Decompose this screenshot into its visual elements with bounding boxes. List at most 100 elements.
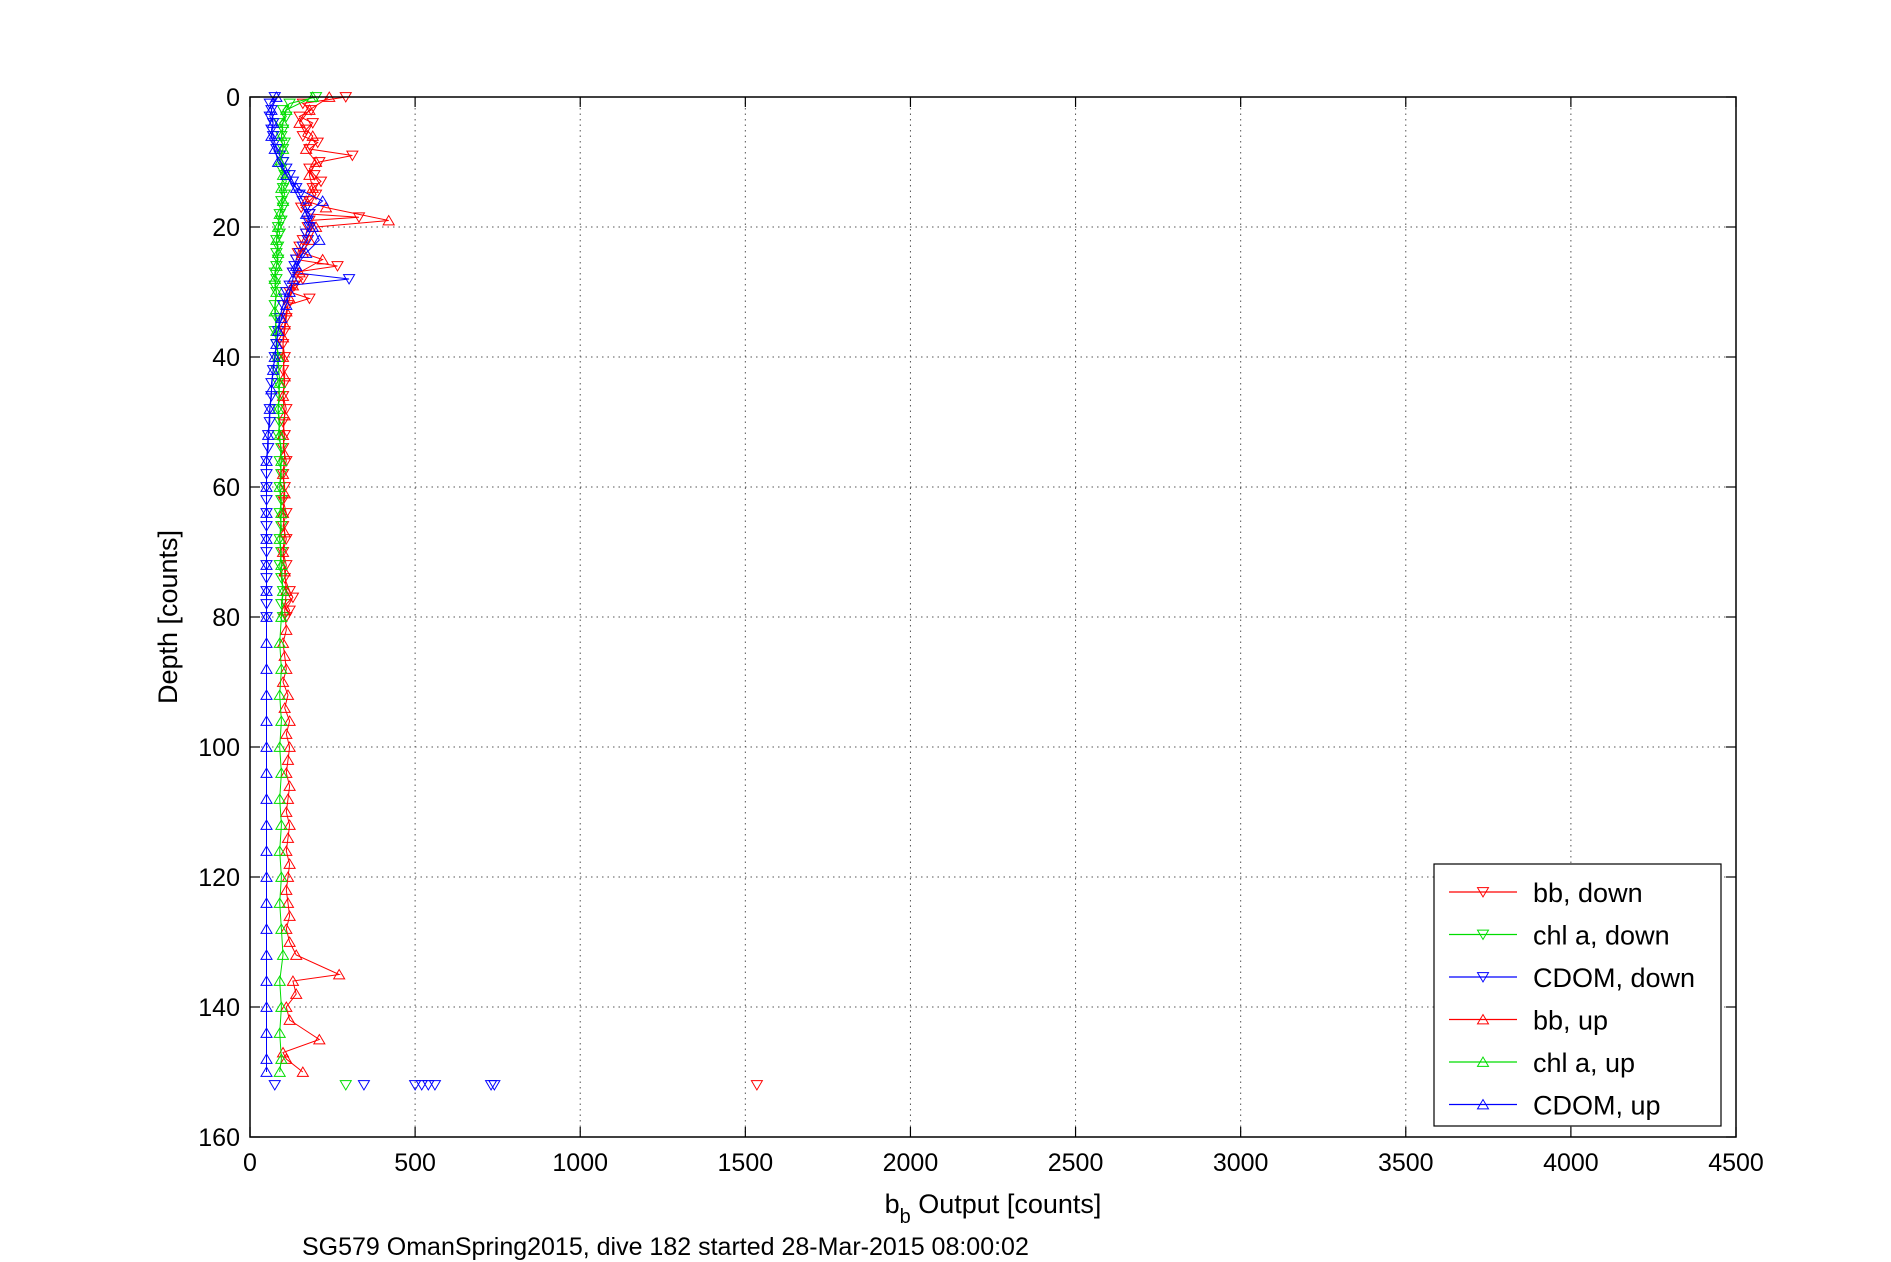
data-point-bb-down bbox=[311, 137, 325, 149]
data-point-cdom-up bbox=[265, 104, 278, 115]
data-point-bb-up bbox=[299, 195, 313, 206]
data-point-cdom-up bbox=[260, 481, 273, 492]
x-tick-label: 500 bbox=[394, 1149, 436, 1177]
data-point-cdom-up bbox=[270, 338, 283, 349]
data-point-bb-up bbox=[278, 702, 292, 713]
data-point-cdom-down bbox=[408, 1080, 422, 1091]
data-point-bb-up bbox=[283, 858, 297, 869]
data-point-cdom-up bbox=[306, 221, 320, 232]
data-point-chl-a-up bbox=[273, 689, 287, 700]
data-point-chl-a-down bbox=[279, 176, 293, 188]
data-point-bb-up bbox=[312, 1033, 326, 1045]
legend-item-cdom-up: CDOM, up bbox=[1449, 1091, 1661, 1121]
data-point-cdom-up bbox=[266, 364, 280, 375]
x-axis-label: bb Output [counts] bbox=[885, 1189, 1102, 1228]
data-point-bb-up bbox=[299, 143, 313, 154]
data-point-bb-down bbox=[279, 456, 293, 467]
data-point-bb-up bbox=[286, 279, 300, 291]
x-tick-label: 4500 bbox=[1708, 1149, 1764, 1177]
legend-marker bbox=[1476, 887, 1490, 898]
data-point-cdom-up bbox=[279, 299, 293, 310]
data-point-cdom-down bbox=[357, 1080, 371, 1091]
data-point-chl-a-up bbox=[273, 975, 287, 986]
data-point-bb-down bbox=[283, 586, 297, 597]
data-point-bb-up bbox=[289, 988, 303, 999]
data-point-bb-down bbox=[750, 1080, 764, 1091]
data-point-bb-up bbox=[283, 936, 297, 947]
data-point-bb-up bbox=[283, 819, 297, 830]
data-point-chl-a-up bbox=[273, 897, 287, 908]
legend-item-bb-up: bb, up bbox=[1449, 1006, 1608, 1036]
data-point-chl-a-up bbox=[273, 429, 287, 440]
data-point-bb-up bbox=[283, 1014, 297, 1025]
data-point-cdom-down bbox=[268, 137, 282, 149]
legend-item-cdom-down: CDOM, down bbox=[1449, 963, 1695, 993]
data-point-bb-up bbox=[293, 266, 306, 278]
data-point-cdom-down bbox=[286, 267, 300, 279]
data-point-chl-a-up bbox=[274, 715, 288, 726]
data-point-bb-up bbox=[283, 780, 297, 791]
data-point-chl-a-up bbox=[268, 305, 282, 317]
legend-marker bbox=[1476, 929, 1490, 941]
data-point-cdom-up bbox=[260, 533, 273, 544]
data-point-chl-a-down bbox=[276, 202, 290, 214]
data-point-bb-down bbox=[279, 560, 293, 571]
data-point-bb-down bbox=[293, 111, 306, 123]
data-point-bb-down bbox=[296, 98, 310, 110]
x-axis-label-rest: Output [counts] bbox=[911, 1189, 1102, 1219]
data-point-cdom-up bbox=[260, 507, 273, 518]
data-point-cdom-up bbox=[289, 260, 303, 271]
data-point-cdom-down bbox=[301, 215, 315, 227]
data-point-bb-up bbox=[283, 910, 297, 921]
data-point-cdom-down bbox=[261, 443, 275, 454]
legend-item-bb-down: bb, down bbox=[1449, 878, 1643, 908]
y-tick-label: 100 bbox=[198, 734, 240, 762]
data-point-cdom-up bbox=[260, 845, 273, 856]
data-point-cdom-down bbox=[421, 1080, 435, 1091]
data-point-bb-down bbox=[299, 124, 313, 136]
data-point-cdom-up bbox=[283, 286, 297, 297]
data-point-chl-a-down bbox=[270, 248, 283, 259]
legend-label: chl a, down bbox=[1533, 921, 1670, 951]
data-point-cdom-down bbox=[263, 98, 277, 110]
data-point-chl-a-down bbox=[274, 469, 288, 480]
data-point-chl-a-down bbox=[274, 196, 288, 207]
y-tick-label: 20 bbox=[212, 214, 240, 242]
data-point-bb-down bbox=[314, 176, 328, 188]
data-point-chl-a-down bbox=[339, 1080, 353, 1091]
data-point-chl-a-up bbox=[273, 1027, 287, 1038]
data-point-bb-up bbox=[281, 871, 295, 882]
data-point-chl-a-up bbox=[273, 1066, 287, 1077]
data-point-cdom-up bbox=[266, 117, 280, 128]
data-point-bb-down bbox=[276, 365, 290, 376]
data-point-chl-a-up bbox=[274, 455, 288, 466]
data-point-chl-a-up bbox=[274, 663, 288, 674]
data-point-bb-up bbox=[303, 234, 316, 245]
data-point-bb-up bbox=[283, 715, 297, 726]
data-point-cdom-up bbox=[274, 312, 288, 323]
data-point-cdom-down bbox=[279, 163, 293, 175]
data-point-chl-a-up bbox=[279, 104, 293, 115]
data-point-chl-a-down bbox=[270, 274, 283, 285]
data-point-chl-a-down bbox=[273, 417, 287, 428]
legend-marker bbox=[1476, 1013, 1490, 1025]
data-point-cdom-down bbox=[342, 274, 356, 285]
data-point-chl-a-up bbox=[271, 247, 285, 258]
legend-label: CDOM, down bbox=[1533, 963, 1695, 993]
data-point-cdom-up bbox=[260, 663, 273, 674]
data-point-cdom-up bbox=[260, 975, 273, 986]
y-tick-label: 80 bbox=[212, 604, 240, 632]
x-tick-labels: 0 500 1000 1500 2000 2500 3000 3500 4000 4500 bbox=[243, 1149, 1764, 1177]
data-point-cdom-up bbox=[299, 208, 313, 219]
data-point-chl-a-up bbox=[276, 949, 290, 960]
data-point-cdom-up bbox=[260, 637, 273, 648]
data-point-chl-a-down bbox=[273, 508, 287, 519]
data-point-bb-up bbox=[316, 253, 330, 265]
data-point-cdom-down bbox=[265, 124, 278, 136]
data-point-chl-a-up bbox=[273, 208, 287, 219]
data-point-bb-down bbox=[304, 105, 318, 116]
data-point-bb-down bbox=[331, 261, 344, 272]
data-point-bb-up bbox=[293, 117, 306, 128]
data-point-cdom-up bbox=[263, 403, 277, 414]
data-point-cdom-down bbox=[299, 228, 313, 240]
